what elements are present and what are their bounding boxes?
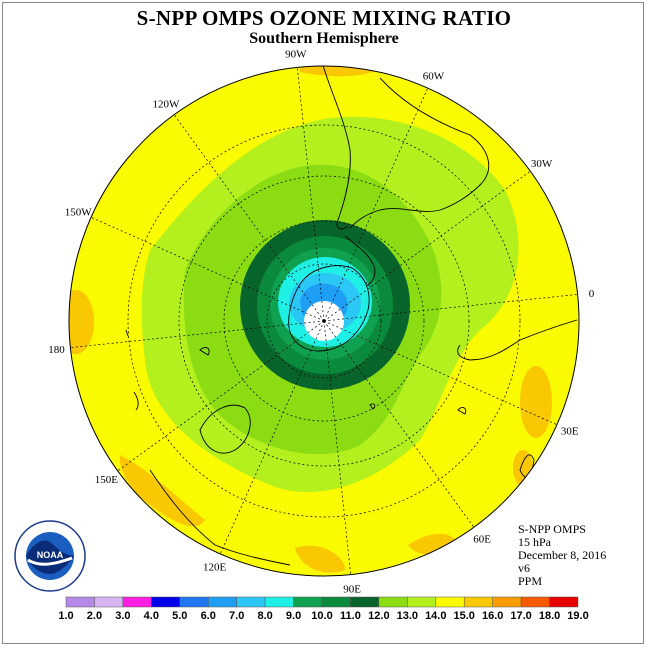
colorbar-tick-label: 11.0 <box>340 610 361 622</box>
colorbar-tick-label: 8.0 <box>257 610 272 622</box>
longitude-labels: 90W 60W 30W 0 30E 60E 90E 120E 150E 180 150W 120W <box>48 48 595 595</box>
colorbar-tick-label: 16.0 <box>482 610 503 622</box>
colorbar-tick-label: 12.0 <box>368 610 389 622</box>
colorbar-tick-label: 13.0 <box>397 610 418 622</box>
meridian-line <box>323 170 531 322</box>
longitude-label: 60W <box>423 70 445 82</box>
colorbar-tick-label: 4.0 <box>144 610 159 622</box>
colorbar-cell <box>65 596 95 608</box>
pressure-level-label: 15 hPa <box>518 535 551 549</box>
south-pole-marker <box>322 319 326 323</box>
colorbar-cell <box>94 596 124 608</box>
meridian-line <box>90 216 325 322</box>
colorbar-tick-label: 9.0 <box>286 610 301 622</box>
meridian-line <box>117 320 325 472</box>
meridian-line <box>323 320 352 575</box>
colorbar-tick-label: 15.0 <box>454 610 475 622</box>
colorbar-tick-label: 17.0 <box>510 610 531 622</box>
colorbar-cell <box>492 596 522 608</box>
meridian-line <box>323 320 558 426</box>
noaa-logo-text: NOAA <box>37 550 64 560</box>
longitude-label: 30E <box>561 425 579 437</box>
units-label: PPM <box>518 574 543 588</box>
colorbar-cell <box>350 596 380 608</box>
colorbar-tick-label: 14.0 <box>425 610 446 622</box>
longitude-label: 90E <box>343 584 361 596</box>
graticule <box>70 67 578 575</box>
colorbar-tick-label: 7.0 <box>229 610 244 622</box>
longitude-label: 90W <box>285 48 307 60</box>
meridian-line <box>323 320 475 528</box>
colorbar: 1.0 2.0 3.0 4.0 5.0 6.0 7.0 8.0 9.0 10.0 11.0 12.0 1… <box>58 596 589 622</box>
meridian-line <box>70 320 325 349</box>
colorbar-cell <box>151 596 181 608</box>
colorbar-cell <box>435 596 465 608</box>
colorbar-cell <box>179 596 209 608</box>
meridian-line <box>323 293 578 322</box>
colorbar-cell <box>236 596 266 608</box>
longitude-label: 0 <box>589 288 595 300</box>
colorbar-tick-label: 10.0 <box>311 610 332 622</box>
colorbar-cell <box>293 596 323 608</box>
meridian-line <box>296 67 325 322</box>
colorbar-cell <box>463 596 493 608</box>
colorbar-cell <box>407 596 437 608</box>
longitude-label: 30W <box>531 158 553 170</box>
version-label: v6 <box>518 561 530 575</box>
longitude-label: 120W <box>152 98 180 110</box>
colorbar-tick-label: 18.0 <box>539 610 560 622</box>
colorbar-cell <box>378 596 408 608</box>
colorbar-cell <box>520 596 550 608</box>
longitude-label: 180 <box>48 344 65 356</box>
coastlines <box>125 66 578 566</box>
map-title: S-NPP OMPS OZONE MIXING RATIO <box>136 6 512 30</box>
colorbar-tick-label: 19.0 <box>567 610 588 622</box>
colorbar-cell <box>321 596 351 608</box>
instrument-label: S-NPP OMPS <box>518 522 586 536</box>
date-label: December 8, 2016 <box>518 548 607 562</box>
colorbar-cell <box>207 596 237 608</box>
colorbar-tick-label: 1.0 <box>58 610 73 622</box>
longitude-label: 150W <box>65 207 93 219</box>
data-info-block: S-NPP OMPS 15 hPa December 8, 2016 v6 PP… <box>518 523 606 588</box>
ozone-field <box>69 66 579 576</box>
colorbar-cell <box>122 596 152 608</box>
noaa-logo: NOAA <box>14 520 86 597</box>
colorbar-tick-label: 6.0 <box>201 610 216 622</box>
map-subtitle: Southern Hemisphere <box>249 30 399 47</box>
colorbar-tick-label: 5.0 <box>172 610 187 622</box>
meridian-line <box>323 87 429 322</box>
longitude-label: 60E <box>473 534 491 546</box>
longitude-label: 150E <box>95 474 119 486</box>
map-boundary <box>68 65 580 577</box>
colorbar-cell <box>549 596 579 608</box>
longitude-label: 120E <box>203 562 227 574</box>
colorbar-tick-label: 2.0 <box>87 610 102 622</box>
colorbar-cell <box>264 596 294 608</box>
meridian-line <box>219 320 325 555</box>
colorbar-tick-label: 3.0 <box>115 610 130 622</box>
